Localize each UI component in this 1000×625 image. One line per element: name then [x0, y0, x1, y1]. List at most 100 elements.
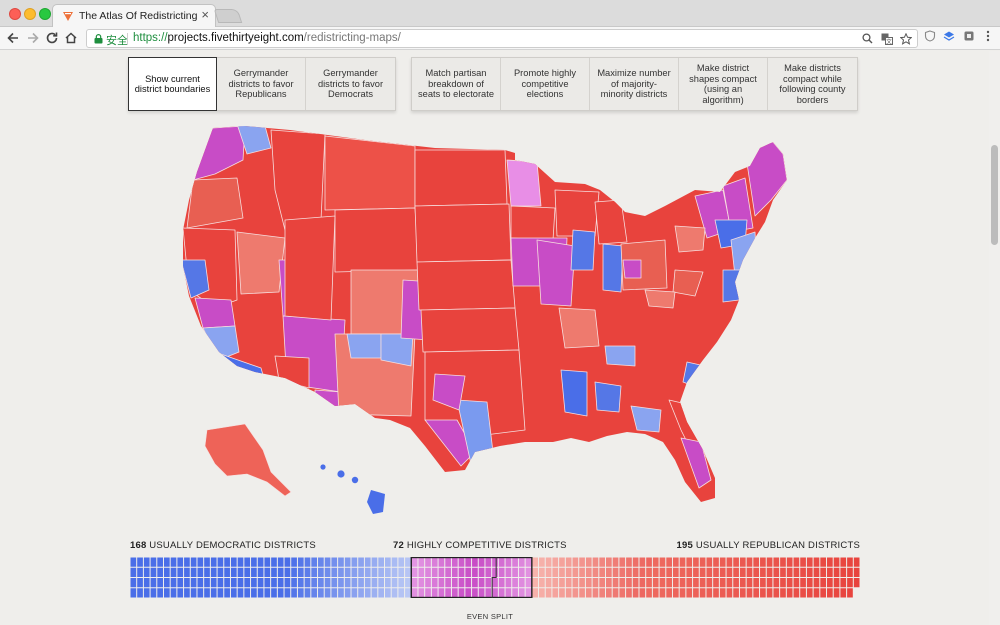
district-cell	[217, 557, 224, 567]
district-cell	[143, 567, 150, 577]
district-cell	[137, 588, 143, 598]
district-cell	[385, 578, 391, 588]
district-cell	[438, 578, 445, 588]
district-cell	[425, 567, 431, 577]
district-cell	[351, 578, 358, 588]
district-cell	[411, 578, 418, 588]
district-cell	[458, 578, 465, 588]
bookmark-star-icon[interactable]	[898, 31, 914, 47]
district-cell	[204, 588, 210, 598]
district-cell	[579, 557, 585, 567]
district-cell	[539, 578, 545, 588]
even-split-label: EVEN SPLIT	[466, 612, 514, 621]
district-cell	[391, 567, 398, 577]
tab-gerrymander-republicans[interactable]: Gerrymander districts to favor Republica…	[217, 58, 306, 110]
new-tab-button[interactable]	[213, 9, 243, 23]
district-cell	[793, 588, 800, 598]
tab-show-current-boundaries[interactable]: Show current district boundaries	[128, 57, 217, 111]
district-cell	[190, 567, 197, 577]
tab-compact-county-borders[interactable]: Make districts compact while following c…	[779, 63, 846, 105]
district-cell	[331, 578, 338, 588]
district-cell	[666, 557, 672, 567]
competitive-count-label: 72 HIGHLY COMPETITIVE DISTRICTS	[393, 540, 567, 551]
district-cell	[137, 578, 143, 588]
district-cell	[331, 557, 338, 567]
district-cell	[210, 557, 217, 567]
shield-extension-icon[interactable]	[922, 30, 938, 46]
district-cell	[485, 567, 492, 577]
tab-close-icon[interactable]: ×	[201, 7, 209, 22]
district-cell	[204, 567, 210, 577]
district-cell	[170, 557, 177, 567]
district-cell	[291, 588, 297, 598]
district-cell	[699, 588, 706, 598]
district-cell	[324, 567, 331, 577]
back-arrow-icon[interactable]	[4, 28, 22, 48]
district-cell	[224, 557, 230, 567]
zoom-window-button[interactable]	[39, 8, 51, 20]
district-cell	[137, 567, 143, 577]
district-cell	[190, 588, 197, 598]
district-cell	[672, 567, 679, 577]
district-cell	[378, 567, 384, 577]
district-cell	[760, 557, 766, 567]
tab-match-partisan-breakdown[interactable]: Match partisan breakdown of seats to ele…	[412, 58, 501, 110]
menu-kebab-icon[interactable]	[980, 30, 996, 46]
scrollbar-track[interactable]	[989, 51, 1000, 625]
district-cell	[485, 578, 492, 588]
tab-promote-competitive[interactable]: Promote highly competitive elections	[501, 58, 590, 110]
close-window-button[interactable]	[9, 8, 21, 20]
district-cell	[244, 578, 251, 588]
district-cell	[773, 557, 780, 567]
district-cell	[351, 588, 358, 598]
home-icon[interactable]	[62, 28, 80, 48]
district-cell	[358, 567, 364, 577]
square-extension-icon[interactable]	[961, 30, 977, 46]
district-cell	[210, 578, 217, 588]
browser-tab-active[interactable]: The Atlas Of Redistricting | Fi ×	[52, 4, 216, 27]
district-cell	[371, 567, 378, 577]
district-cell	[719, 557, 726, 567]
district-cell	[338, 557, 344, 567]
district-cell	[565, 557, 572, 567]
district-cell	[652, 557, 659, 567]
district-cell	[806, 588, 813, 598]
district-cell	[405, 588, 411, 598]
district-cell	[646, 588, 652, 598]
district-cell	[760, 588, 766, 598]
district-cell	[405, 578, 411, 588]
district-cell	[646, 567, 652, 577]
minimize-window-button[interactable]	[24, 8, 36, 20]
tab-gerrymander-democrats[interactable]: Gerrymander districts to favor Democrats	[317, 68, 384, 100]
search-icon[interactable]	[859, 31, 875, 47]
district-cell	[646, 557, 652, 567]
district-cell	[713, 557, 719, 567]
scrollbar-thumb[interactable]	[991, 145, 998, 245]
district-cell	[559, 557, 565, 567]
district-cell	[344, 567, 351, 577]
district-cell	[833, 578, 840, 588]
district-cell	[820, 567, 827, 577]
district-cell	[177, 557, 184, 567]
district-cell	[780, 557, 786, 567]
district-cell	[539, 588, 545, 598]
district-cell	[264, 588, 271, 598]
district-cell	[291, 567, 297, 577]
map-options-group-1: Show current district boundaries Gerryma…	[128, 57, 396, 111]
layers-extension-icon[interactable]	[941, 30, 957, 46]
forward-arrow-icon[interactable]	[24, 28, 42, 48]
district-cell	[130, 557, 137, 567]
district-cell	[853, 578, 860, 588]
district-cell	[639, 567, 646, 577]
district-cell	[251, 557, 257, 567]
tab-compact-algorithm[interactable]: Make district shapes compact (using an a…	[679, 58, 768, 110]
district-map[interactable]	[175, 120, 825, 520]
tab-majority-minority[interactable]: Maximize number of majority-minority dis…	[590, 58, 679, 110]
district-cell	[599, 567, 606, 577]
district-cell	[277, 557, 284, 567]
reload-icon[interactable]	[43, 28, 61, 48]
address-bar[interactable]: 安全 https://projects.fivethirtyeight.com/…	[86, 29, 918, 48]
translate-icon[interactable]: 文	[879, 31, 895, 47]
district-waffle-bar[interactable]	[130, 556, 860, 599]
district-cell	[719, 588, 726, 598]
